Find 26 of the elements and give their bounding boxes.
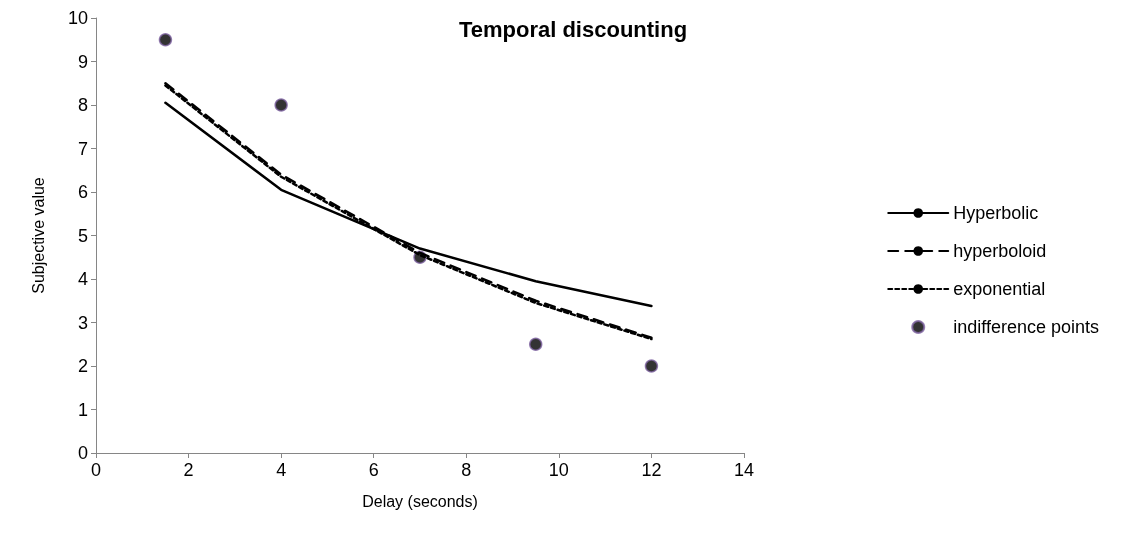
y-axis-title: Subjective value <box>29 177 47 294</box>
x-axis-title: Delay (seconds) <box>362 492 478 510</box>
x-tick-label: 10 <box>548 460 569 480</box>
legend-label: Hyperbolic <box>953 203 1039 223</box>
y-tick-label: 3 <box>77 312 88 333</box>
chart-title: Temporal discounting <box>458 16 688 42</box>
legend-label: exponential <box>953 279 1046 299</box>
x-tick-label: 4 <box>276 460 287 480</box>
x-tick-label: 0 <box>90 460 102 480</box>
y-tick-label: 7 <box>77 138 88 159</box>
y-tick-label: 10 <box>67 8 88 28</box>
x-tick-label: 14 <box>733 460 755 480</box>
y-tick-label: 0 <box>77 443 88 463</box>
y-tick-label: 9 <box>77 51 88 72</box>
x-tick-label: 12 <box>641 460 662 480</box>
y-tick-label: 1 <box>77 399 88 420</box>
x-tick-label: 2 <box>183 460 194 480</box>
y-tick-label: 6 <box>77 182 88 202</box>
legend-label: hyperboloid <box>953 241 1047 261</box>
x-tick-label: 6 <box>368 460 379 480</box>
legend-label: indifference points <box>953 317 1100 337</box>
y-tick-label: 2 <box>77 356 88 376</box>
x-tick-label: 8 <box>461 460 472 480</box>
y-tick-label: 5 <box>77 225 88 246</box>
y-tick-label: 8 <box>77 95 88 115</box>
y-tick-label: 4 <box>77 269 88 289</box>
